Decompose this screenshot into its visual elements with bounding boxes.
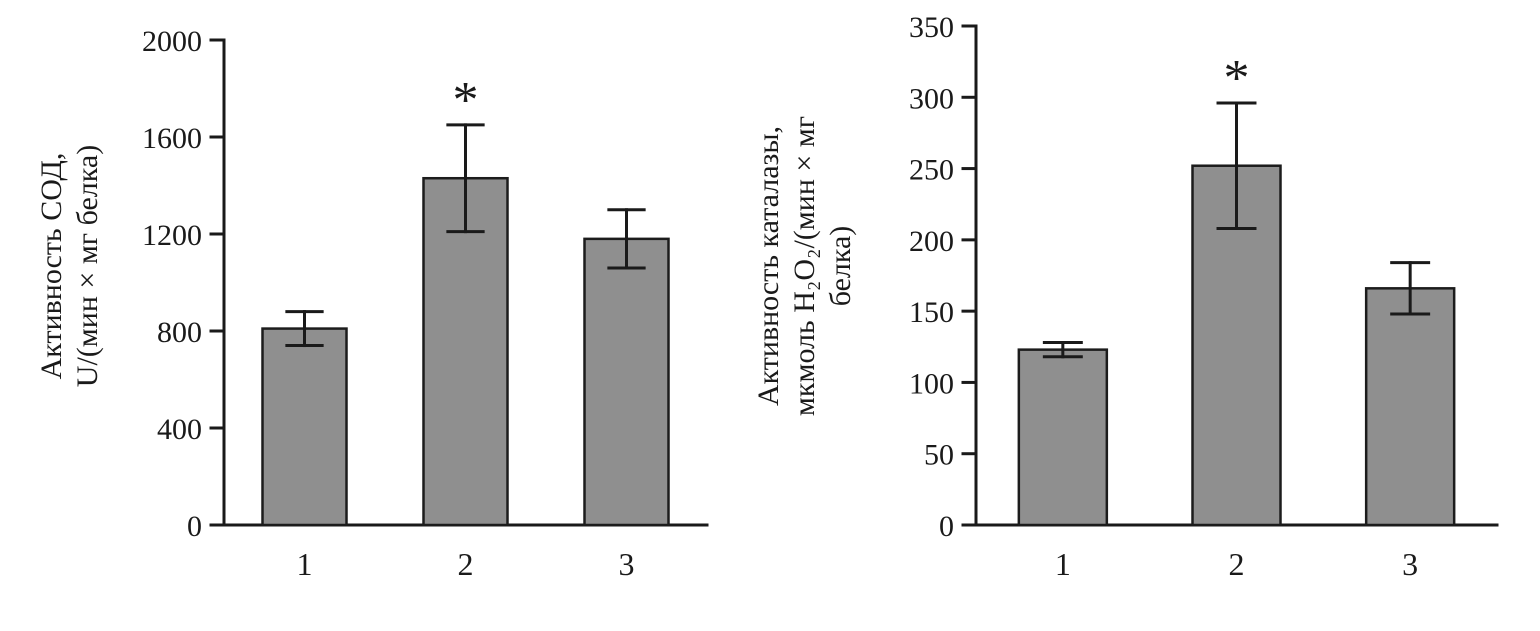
y-tick-label: 200: [909, 225, 954, 258]
sod-y-axis-label-text: Активность СОД, U/(мин × мг белка): [34, 144, 106, 386]
y-tick-label: 2000: [142, 25, 202, 58]
x-category-label: 2: [458, 546, 474, 582]
y-tick-label: 50: [924, 439, 954, 472]
bar: [583, 237, 670, 527]
x-category-label: 3: [619, 546, 635, 582]
catalase-chart-plot: 0 50 100 150 200 250 300 350 1 * 2 3: [909, 11, 1499, 582]
x-category-label: 3: [1402, 546, 1418, 582]
y-tick-label: 150: [909, 296, 954, 329]
y-axis-label-line: белка): [824, 225, 857, 306]
y-tick-label: 0: [939, 510, 954, 543]
y-tick-label: 300: [909, 82, 954, 115]
catalase-activity-chart: Активность каталазы, мкмоль H₂O₂/(мин × …: [746, 8, 1512, 613]
sod-y-axis-label: Активность СОД, U/(мин × мг белка): [28, 8, 112, 523]
significance-asterisk: *: [453, 72, 479, 129]
x-category-label: 2: [1229, 546, 1245, 582]
y-axis-label-line: Активность СОД,: [35, 152, 68, 379]
bar: [1017, 348, 1109, 527]
y-axis-label-line: Активность каталазы,: [752, 125, 785, 406]
sod-chart-plot: 0 400 800 1200 1600 2000 1 * 2 3: [142, 25, 709, 582]
sod-activity-chart: Активность СОД, U/(мин × мг белка) 0 400 8…: [28, 8, 722, 613]
y-tick-label: 1200: [142, 219, 202, 252]
x-category-label: 1: [297, 546, 313, 582]
catalase-y-axis-label: Активность каталазы, мкмоль H₂O₂/(мин × …: [746, 8, 864, 523]
catalase-y-axis-label-text: Активность каталазы, мкмоль H₂O₂/(мин × …: [751, 115, 859, 415]
bar: [1364, 287, 1456, 527]
y-tick-label: 250: [909, 154, 954, 187]
y-axis-label-line: U/(мин × мг белка): [71, 144, 104, 387]
significance-asterisk: *: [1224, 50, 1250, 107]
y-axis-label-line: мкмоль H₂O₂/(мин × мг: [788, 115, 821, 416]
bar: [422, 176, 509, 527]
x-category-label: 1: [1055, 546, 1071, 582]
y-tick-label: 400: [157, 413, 202, 446]
bar: [261, 327, 348, 527]
y-tick-label: 0: [187, 510, 202, 543]
y-tick-label: 350: [909, 11, 954, 44]
y-tick-label: 1600: [142, 122, 202, 155]
y-tick-label: 800: [157, 316, 202, 349]
y-tick-label: 100: [909, 367, 954, 400]
